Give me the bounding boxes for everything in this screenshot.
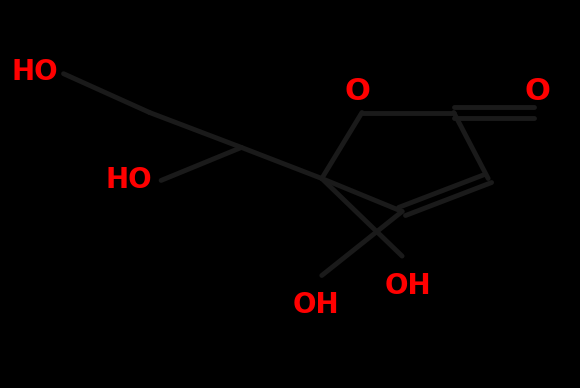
Text: OH: OH — [293, 291, 339, 319]
Text: HO: HO — [11, 58, 58, 86]
Text: HO: HO — [106, 166, 153, 194]
Text: O: O — [345, 76, 370, 106]
Text: OH: OH — [385, 272, 431, 300]
Text: O: O — [524, 76, 550, 106]
